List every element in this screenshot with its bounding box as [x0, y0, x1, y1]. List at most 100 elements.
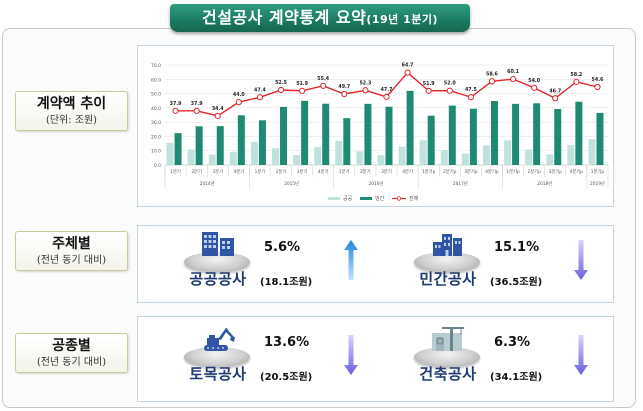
svg-text:2분기p: 2분기p — [527, 168, 541, 175]
down-arrow-icon — [574, 240, 588, 280]
civil-works-item: 토목공사 13.6% (20.5조원) — [148, 321, 378, 399]
crane-construction-icon — [432, 327, 464, 351]
svg-text:3분기: 3분기 — [297, 168, 308, 175]
svg-text:2분기p: 2분기p — [443, 168, 457, 175]
pedestal — [414, 252, 480, 272]
public-works-pct: 5.6% — [264, 240, 301, 255]
public-works-amount: (18.1조원) — [260, 277, 313, 288]
svg-text:60.1: 60.1 — [507, 69, 519, 75]
svg-text:30.0: 30.0 — [151, 120, 161, 126]
by-entity-panel: 공공공사 5.6% (18.1조원) 민간공사 15.1% (36.5조원) — [137, 225, 614, 303]
building-works-name: 건축공사 — [419, 365, 477, 383]
svg-text:1분기p: 1분기p — [422, 168, 436, 175]
trend-label-box: 계약액 추이 (단위: 조원) — [15, 91, 128, 131]
svg-text:1분기: 1분기 — [255, 168, 266, 175]
svg-text:2015년: 2015년 — [284, 180, 299, 187]
by-type-label-box: 공종별 (전년 동기 대비) — [15, 333, 128, 373]
svg-text:46.7: 46.7 — [549, 88, 561, 94]
svg-text:58.6: 58.6 — [486, 71, 498, 77]
svg-text:34.4: 34.4 — [212, 106, 224, 112]
trend-chart-panel: 0.0 10.0 20.0 30.0 40.0 50.0 60.0 70.0 1분기 2분기 3분기… — [137, 45, 614, 207]
svg-text:20.0: 20.0 — [151, 134, 161, 140]
svg-text:54.6: 54.6 — [592, 77, 604, 83]
svg-text:58.2: 58.2 — [570, 72, 582, 78]
by-type-panel: 토목공사 13.6% (20.5조원) 건축공사 6.3% (34.1조원) — [137, 316, 614, 402]
private-works-pct: 15.1% — [494, 240, 540, 255]
svg-text:1분기: 1분기 — [339, 168, 350, 175]
svg-text:52.5: 52.5 — [275, 80, 287, 86]
private-works-name: 민간공사 — [419, 270, 477, 288]
svg-text:44.0: 44.0 — [233, 92, 245, 98]
building-works-amount: (34.1조원) — [490, 372, 543, 383]
svg-text:50.0: 50.0 — [151, 92, 161, 98]
svg-text:2016년: 2016년 — [369, 180, 384, 187]
svg-text:1분기p: 1분기p — [591, 168, 605, 175]
svg-text:4분기p: 4분기p — [485, 168, 499, 175]
svg-text:2분기: 2분기 — [276, 168, 287, 175]
trend-label: 계약액 추이 — [36, 96, 107, 112]
civil-works-name: 토목공사 — [189, 365, 247, 383]
by-type-unit: (전년 동기 대비) — [36, 357, 107, 368]
page-subtitle: (19년 1분기) — [366, 13, 439, 26]
svg-text:2017년: 2017년 — [453, 180, 468, 187]
svg-text:55.4: 55.4 — [317, 76, 329, 82]
svg-text:52.3: 52.3 — [359, 80, 371, 86]
private-works-item: 민간공사 15.1% (36.5조원) — [378, 226, 608, 304]
pedestal — [184, 252, 250, 272]
svg-text:2분기: 2분기 — [360, 168, 371, 175]
building-works-pct: 6.3% — [494, 335, 531, 350]
svg-text:1분기p: 1분기p — [506, 168, 520, 175]
up-arrow-icon — [344, 240, 358, 280]
svg-text:0.0: 0.0 — [154, 163, 161, 169]
contract-trend-chart: 0.0 10.0 20.0 30.0 40.0 50.0 60.0 70.0 1분기 2분기 3분기… — [151, 63, 609, 202]
svg-text:49.7: 49.7 — [338, 84, 350, 90]
svg-text:64.7: 64.7 — [402, 63, 414, 69]
office-buildings-icon — [202, 232, 234, 256]
page-title: 건설공사 계약통계 요약 — [201, 8, 367, 27]
down-arrow-icon — [344, 335, 358, 375]
svg-text:70.0: 70.0 — [151, 63, 161, 69]
excavator-icon — [204, 328, 235, 351]
city-buildings-icon — [433, 234, 462, 256]
trend-unit: (단위: 조원) — [45, 115, 98, 126]
svg-text:37.9: 37.9 — [191, 101, 203, 107]
svg-text:3분기p: 3분기p — [464, 168, 478, 175]
civil-works-amount: (20.5조원) — [260, 372, 313, 383]
svg-text:민간: 민간 — [375, 195, 385, 202]
svg-text:2019년: 2019년 — [590, 180, 605, 187]
public-works-item: 공공공사 5.6% (18.1조원) — [148, 226, 378, 304]
svg-text:51.9: 51.9 — [423, 81, 435, 87]
svg-text:2018년: 2018년 — [537, 180, 552, 187]
svg-text:3분기: 3분기 — [212, 168, 223, 175]
by-entity-unit: (전년 동기 대비) — [36, 255, 107, 266]
svg-text:4분기: 4분기 — [402, 168, 413, 175]
svg-text:전체: 전체 — [409, 195, 419, 202]
svg-text:2분기: 2분기 — [191, 168, 202, 175]
svg-text:4분기: 4분기 — [234, 168, 245, 175]
svg-text:2014년: 2014년 — [200, 180, 215, 187]
building-works-item: 건축공사 6.3% (34.1조원) — [378, 321, 608, 399]
down-arrow-icon — [574, 335, 588, 375]
svg-text:4분기: 4분기 — [318, 168, 329, 175]
svg-text:54.0: 54.0 — [528, 78, 540, 84]
svg-text:47.4: 47.4 — [254, 87, 266, 93]
svg-text:51.9: 51.9 — [296, 81, 308, 87]
svg-text:37.9: 37.9 — [170, 101, 182, 107]
page-title-banner: 건설공사 계약통계 요약(19년 1분기) — [170, 4, 470, 32]
svg-text:4분기p: 4분기p — [570, 168, 584, 175]
pedestal — [414, 347, 480, 367]
civil-works-pct: 13.6% — [264, 335, 310, 350]
svg-text:47.5: 47.5 — [465, 87, 477, 93]
svg-text:10.0: 10.0 — [151, 149, 161, 155]
svg-text:52.0: 52.0 — [444, 81, 456, 87]
svg-text:60.0: 60.0 — [151, 77, 161, 83]
public-works-name: 공공공사 — [189, 270, 247, 288]
by-type-label: 공종별 — [52, 338, 91, 354]
svg-text:40.0: 40.0 — [151, 106, 161, 112]
by-entity-label-box: 주체별 (전년 동기 대비) — [15, 231, 128, 271]
svg-text:공공: 공공 — [343, 196, 353, 202]
svg-text:47.7: 47.7 — [381, 87, 393, 93]
private-works-amount: (36.5조원) — [490, 277, 543, 288]
svg-text:3분기: 3분기 — [381, 168, 392, 175]
svg-text:1분기: 1분기 — [170, 168, 181, 175]
